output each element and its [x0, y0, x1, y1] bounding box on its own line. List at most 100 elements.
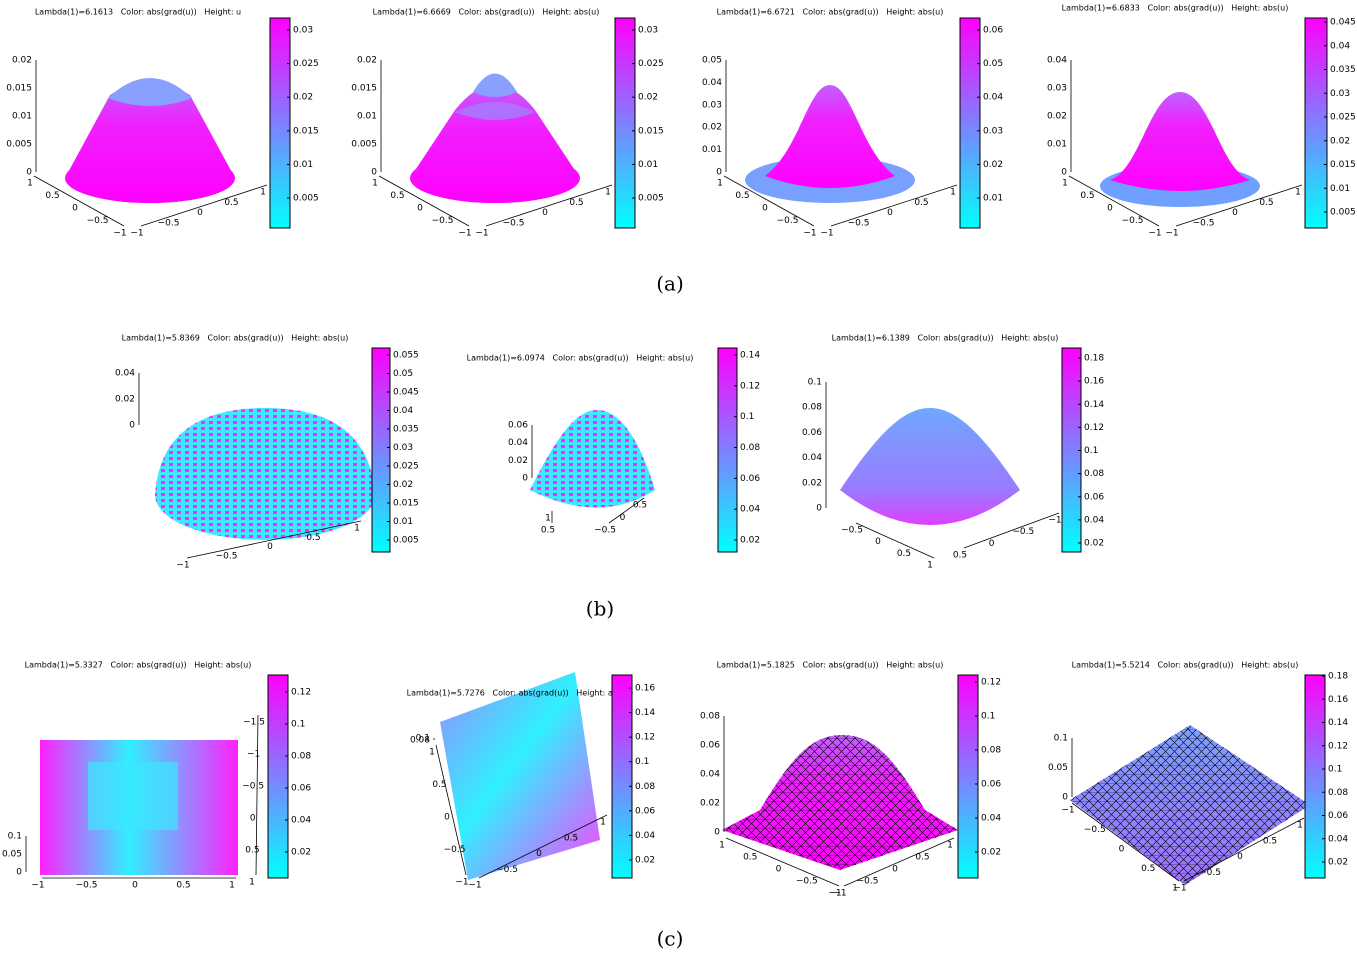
z-tick-label: 0.02 — [702, 123, 722, 133]
colorbar-tick-label: 0.02 — [635, 856, 655, 866]
y-tick-label: 0 — [1232, 208, 1238, 218]
x-tick-label: 0.5 — [1080, 191, 1094, 201]
z-tick-label: 0.04 — [700, 770, 720, 780]
y-tick-label: 0.5 — [914, 198, 928, 208]
y-tick-label: 0 — [620, 513, 626, 523]
z-tick-label: 0 — [816, 504, 822, 514]
colorbar — [960, 18, 980, 228]
z-tick-label: 0.06 — [700, 741, 720, 751]
y-tick-label: 0.5 — [915, 853, 929, 863]
y-tick-label: −1 — [130, 229, 143, 239]
colorbar-tick-label: 0.06 — [981, 780, 1001, 790]
y-tick-label: −1.5 — [243, 718, 265, 728]
colorbar-tick-label: 0.04 — [983, 93, 1003, 103]
surface — [155, 408, 375, 540]
colorbar-tick-label: 0.12 — [291, 688, 311, 698]
colorbar-tick-label: 0.08 — [291, 752, 311, 762]
y-tick-label: −1 — [247, 750, 260, 760]
x-tick-label: −0.5 — [1084, 825, 1106, 835]
y-tick-label: 1 — [260, 188, 266, 198]
x-tick-label: −0.5 — [841, 526, 863, 536]
colorbar-tick-label: 0.015 — [638, 126, 664, 136]
y-tick-label: −0.5 — [1012, 527, 1034, 537]
colorbar-tick-label: 0.025 — [638, 59, 664, 69]
colorbar-tick-label: 0.16 — [1084, 377, 1104, 387]
colorbar-tick-label: 0.03 — [393, 443, 413, 453]
colorbar-tick-label: 0.03 — [293, 26, 313, 36]
y-tick-label: 1 — [249, 878, 255, 888]
x-tick-label: 1 — [719, 841, 725, 851]
x-tick-label: −1 — [31, 881, 44, 891]
colorbar-tick-label: 0.01 — [983, 194, 1003, 204]
z-tick-label: 0.02 — [802, 478, 822, 488]
colorbar-tick-label: 0.02 — [1328, 858, 1348, 868]
y-tick-label: 0.5 — [1263, 836, 1277, 846]
z-tick-label: 0.02 — [357, 56, 377, 66]
x-tick-label: −0.5 — [76, 881, 98, 891]
colorbar-tick-label: 0.055 — [393, 351, 419, 361]
y-tick-label: −0.5 — [594, 526, 616, 536]
colorbar-tick-label: 0.04 — [1084, 515, 1104, 525]
x-tick-label: 0 — [1107, 204, 1113, 214]
z-tick-label: 0.08 — [410, 736, 430, 746]
x-tick-label: −1 — [468, 881, 481, 891]
x-tick-label: 1 — [600, 818, 606, 828]
z-tick-label: 0.05 — [2, 850, 22, 860]
x-tick-label: 0.5 — [1141, 864, 1155, 874]
y-tick-label: −0.5 — [158, 218, 180, 228]
z-tick-label: 0 — [716, 168, 722, 178]
colorbar-tick-label: 0.015 — [393, 499, 419, 509]
y-tick-label: 0 — [444, 813, 450, 823]
x-tick-label: 0.5 — [735, 191, 749, 201]
surface — [65, 78, 235, 203]
z-tick-label: 0 — [129, 421, 135, 431]
surface — [40, 740, 238, 875]
colorbar-tick-label: 0.045 — [393, 388, 419, 398]
colorbar-tick-label: 0.1 — [981, 712, 995, 722]
colorbar-tick-label: 0.1 — [1328, 765, 1342, 775]
colorbar-tick-label: 0.025 — [393, 462, 419, 472]
x-tick-label: 1 — [545, 514, 551, 524]
z-tick-label: 0.1 — [8, 832, 22, 842]
surface — [410, 74, 580, 204]
y-tick-label: −1 — [475, 229, 488, 239]
colorbar-tick-label: 0.02 — [983, 160, 1003, 170]
x-tick-label: 0 — [875, 537, 881, 547]
caption: (b) — [586, 597, 614, 621]
x-tick-label: 0 — [536, 849, 542, 859]
colorbar-tick-label: 0.06 — [983, 26, 1003, 36]
figure: Lambda(1)=6.1613 Color: abs(grad(u)) Hei… — [0, 0, 1357, 958]
colorbar — [718, 348, 737, 552]
colorbar-tick-label: 0.1 — [291, 720, 305, 730]
z-tick-label: 0.015 — [351, 84, 377, 94]
x-tick-label: −0.5 — [796, 877, 818, 887]
x-tick-label: 1 — [229, 881, 235, 891]
x-tick-label: −0.5 — [87, 216, 109, 226]
colorbar-tick-label: 0.04 — [1330, 41, 1350, 51]
z-tick-label: 0.04 — [702, 78, 722, 88]
x-tick-label: 0.5 — [743, 853, 757, 863]
z-tick-label: 0.05 — [702, 56, 722, 66]
x-tick-label: 0.5 — [390, 191, 404, 201]
x-tick-label: 0 — [72, 204, 78, 214]
panel-title: Lambda(1)=6.6721 Color: abs(grad(u)) Hei… — [717, 8, 944, 17]
colorbar-tick-label: 0.01 — [393, 517, 413, 527]
colorbar-tick-label: 0.06 — [291, 784, 311, 794]
x-tick-label: −0.5 — [216, 551, 238, 561]
y-tick-label: 0.5 — [953, 551, 967, 561]
colorbar — [268, 675, 288, 878]
x-tick-label: 1 — [717, 179, 723, 189]
colorbar-tick-label: 0.02 — [393, 480, 413, 490]
y-tick-label: −0.5 — [444, 845, 466, 855]
colorbar-tick-label: 0.02 — [291, 848, 311, 858]
x-tick-label: −1 — [1061, 806, 1074, 816]
z-tick-label: 0 — [1062, 793, 1068, 803]
colorbar-tick-label: 0.08 — [1084, 469, 1104, 479]
y-tick-label: 0.5 — [1259, 198, 1273, 208]
colorbar-tick-label: 0.01 — [638, 160, 658, 170]
z-tick-label: 0.02 — [115, 395, 135, 405]
colorbar-tick-label: 0.04 — [393, 406, 413, 416]
surface — [530, 410, 655, 508]
x-tick-label: −0.5 — [496, 865, 518, 875]
colorbar-tick-label: 0.04 — [635, 831, 655, 841]
